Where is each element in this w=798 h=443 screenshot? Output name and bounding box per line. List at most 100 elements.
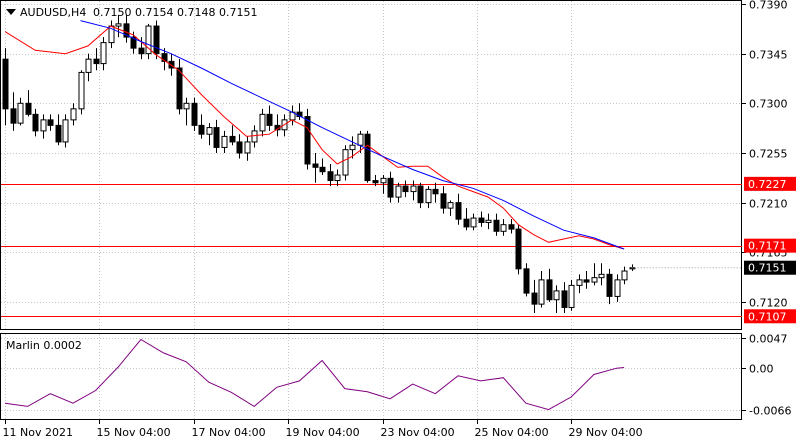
candle-bear	[515, 228, 522, 270]
current-price-label: 0.7151	[748, 262, 787, 275]
candle-bear	[168, 60, 175, 69]
candle-bull	[100, 42, 107, 65]
candle-bear	[531, 292, 538, 305]
indicator-grid	[1, 334, 741, 419]
oscillator-line	[4, 338, 625, 411]
candle-bear	[191, 102, 198, 126]
y-tick-label: 0.7210	[749, 198, 788, 211]
y-tick-label: 0.7390	[749, 0, 788, 12]
ma-slow-line	[80, 20, 625, 250]
candle-bull	[380, 177, 387, 184]
x-tick-label: 19 Nov 04:00	[286, 426, 360, 439]
candle-bear	[25, 102, 32, 115]
candle-bull	[17, 102, 24, 124]
candle-bear	[327, 171, 334, 182]
candle-bear	[561, 290, 568, 308]
candle-bear	[176, 67, 183, 110]
candle-bear	[402, 185, 409, 193]
candle-bull	[259, 113, 266, 132]
candle-bull	[395, 185, 402, 198]
candle-bull	[183, 102, 190, 110]
x-tick-label: 11 Nov 2021	[3, 426, 73, 439]
candle-bear	[161, 53, 168, 62]
candle-bull	[410, 185, 417, 193]
main-y-axis: 0.73900.73450.73000.72550.72100.71650.71…	[742, 0, 788, 310]
indicator-y-axis: 0.0047 0.00 -0.0066	[742, 333, 791, 418]
candles	[2, 15, 636, 313]
candle-bear	[372, 180, 379, 184]
price-tags: 0.7227 0.7171 0.7107 0.7151	[631, 176, 796, 324]
candle-bear	[130, 36, 137, 49]
y-tick-label: 0.00	[749, 363, 774, 376]
candle-bear	[2, 58, 9, 110]
main-plot-frame	[0, 0, 742, 330]
y-tick-label: -0.0066	[749, 405, 791, 418]
collapse-triangle-icon[interactable]	[6, 9, 16, 15]
level-tag	[744, 309, 796, 324]
candle-bear	[364, 133, 371, 182]
candle-bull	[568, 284, 575, 308]
candle-bull	[145, 25, 152, 55]
candle-bear	[387, 177, 394, 198]
candle-bear	[478, 217, 485, 223]
candle-bull	[621, 270, 628, 281]
symbol-label: AUDUSD,H4	[20, 6, 86, 19]
candle-bear	[455, 202, 462, 220]
candle-bull	[70, 108, 77, 121]
candle-bear	[606, 273, 613, 297]
candle-bear	[93, 58, 100, 65]
candle-bull	[62, 119, 69, 143]
candle-bull	[206, 127, 213, 135]
ohlc-label: 0.7150 0.7154 0.7148 0.7151	[93, 6, 257, 19]
time-axis: 11 Nov 2021 15 Nov 04:00 17 Nov 04:00 19 No…	[3, 420, 643, 439]
candle-bull	[553, 290, 560, 301]
candle-bear	[319, 166, 326, 173]
candle-bear	[583, 279, 590, 283]
candle-bear	[304, 116, 311, 165]
candle-bull	[591, 277, 598, 283]
candle-bear	[523, 268, 530, 294]
candle-bear	[312, 163, 319, 168]
y-tick-label: 0.7345	[749, 49, 788, 62]
candle-bull	[425, 188, 432, 204]
candle-bear	[47, 119, 54, 126]
candle-bull	[357, 133, 364, 146]
y-tick-label: 0.7255	[749, 148, 788, 161]
level-tag-label: 0.7171	[748, 240, 787, 253]
candle-bear	[123, 23, 130, 38]
current-price-tag	[744, 260, 796, 275]
level-tag-label: 0.7227	[748, 178, 787, 191]
x-tick-label: 23 Nov 04:00	[381, 426, 455, 439]
candle-bull	[447, 202, 454, 209]
candle-bear	[32, 113, 39, 132]
y-tick-label: 0.7300	[749, 98, 788, 111]
indicator-title: Marlin 0.0002	[6, 339, 82, 352]
candle-bull	[349, 144, 356, 151]
candle-bear	[432, 188, 439, 195]
candle-bear	[153, 25, 160, 55]
candle-bear	[440, 193, 447, 209]
candle-bull	[221, 135, 228, 148]
candle-bull	[485, 219, 492, 223]
candle-bull	[538, 279, 545, 305]
candle-bear	[546, 279, 553, 301]
main-grid	[1, 1, 741, 329]
ma-fast-line	[4, 25, 625, 250]
indicator-plot-frame	[0, 333, 742, 420]
candle-bear	[417, 185, 424, 204]
candle-bear	[198, 124, 205, 135]
candle-bear	[213, 127, 220, 148]
candle-bull	[244, 141, 251, 154]
x-tick-label: 15 Nov 04:00	[97, 426, 171, 439]
candle-bear	[236, 141, 243, 154]
candle-bull	[614, 279, 621, 297]
candle-bear	[493, 219, 500, 232]
candle-bull	[470, 217, 477, 228]
candle-bull	[342, 149, 349, 176]
candle-bull	[598, 273, 605, 279]
candle-bull	[40, 119, 47, 132]
y-tick-label: 0.0047	[749, 333, 788, 346]
candle-bear	[463, 218, 470, 228]
candle-bear	[55, 124, 62, 143]
